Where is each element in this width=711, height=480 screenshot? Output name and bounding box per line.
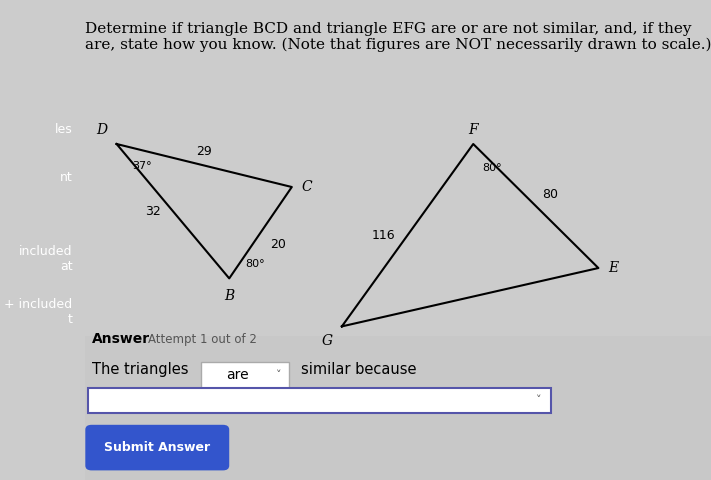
Text: Submit Answer: Submit Answer (105, 441, 210, 454)
Text: E: E (608, 261, 618, 275)
Text: Determine if triangle BCD and triangle EFG are or are not similar, and, if they
: Determine if triangle BCD and triangle E… (85, 22, 711, 52)
Text: 29: 29 (196, 145, 212, 158)
Text: Attempt 1 out of 2: Attempt 1 out of 2 (148, 333, 257, 346)
Text: 32: 32 (144, 204, 161, 218)
Text: 116: 116 (371, 228, 395, 242)
Text: 37°: 37° (132, 161, 152, 171)
Text: similar because: similar because (301, 362, 417, 377)
FancyBboxPatch shape (88, 388, 552, 413)
Text: Answer: Answer (92, 332, 150, 346)
Text: G: G (321, 334, 333, 348)
Text: nt: nt (60, 171, 73, 184)
Text: C: C (301, 180, 312, 194)
Text: 80: 80 (542, 188, 558, 201)
Text: 80°: 80° (245, 259, 264, 269)
FancyBboxPatch shape (85, 336, 711, 480)
FancyBboxPatch shape (85, 425, 229, 470)
Text: les: les (55, 123, 73, 136)
Text: 20: 20 (270, 238, 286, 251)
Text: B: B (224, 289, 235, 303)
Text: + included
t: + included t (4, 298, 73, 326)
Text: The triangles: The triangles (92, 362, 188, 377)
Text: included
at: included at (19, 245, 73, 273)
Text: D: D (96, 123, 107, 137)
Text: ˅: ˅ (536, 396, 542, 405)
Text: 80°: 80° (483, 163, 502, 173)
Text: are: are (226, 368, 249, 383)
Text: F: F (469, 123, 478, 137)
Text: ˅: ˅ (276, 371, 282, 380)
FancyBboxPatch shape (201, 362, 289, 389)
